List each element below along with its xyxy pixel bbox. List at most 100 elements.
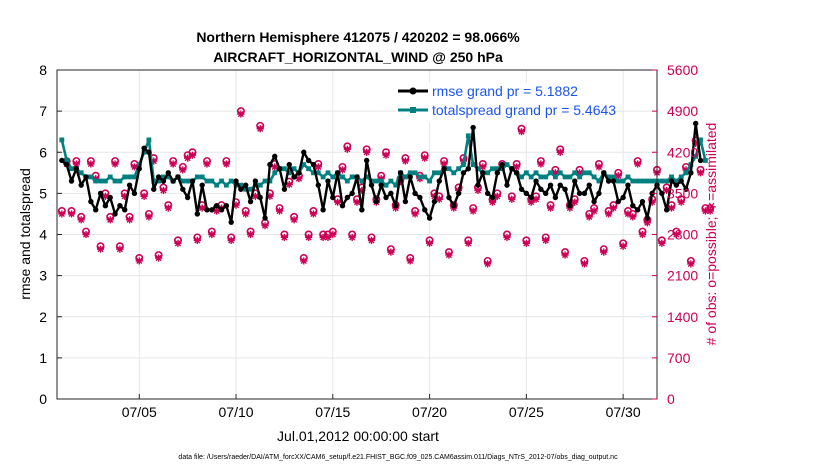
rmse-point <box>436 178 442 184</box>
rmse-point <box>165 170 171 176</box>
obs-assimilated-point <box>174 239 182 247</box>
rmse-point <box>122 207 128 213</box>
obs-assimilated-point <box>605 210 613 218</box>
obs-assimilated-point <box>324 233 332 242</box>
rmse-point <box>639 198 646 205</box>
totalspread-point <box>664 178 670 184</box>
obs-assimilated-point <box>237 110 245 118</box>
obs-assimilated-point <box>387 248 395 256</box>
obs-assimilated-point <box>266 192 274 200</box>
obs-assimilated-point <box>643 219 651 227</box>
rmse-point <box>697 157 704 164</box>
rmse-point <box>693 120 699 127</box>
obs-assimilated-point <box>561 251 569 259</box>
obs-assimilated-point <box>246 230 255 239</box>
rmse-point <box>146 149 152 155</box>
obs-assimilated-point <box>672 230 680 239</box>
totalspread-point <box>219 178 224 184</box>
rmse-point <box>199 182 205 188</box>
totalspread-point <box>286 170 292 176</box>
y-tick-label-right: 4900 <box>667 103 698 119</box>
obs-assimilated-point <box>575 169 584 177</box>
obs-assimilated-point <box>513 163 521 171</box>
totalspread-point <box>199 174 205 180</box>
rmse-point <box>83 174 89 180</box>
obs-assimilated-point <box>358 186 366 195</box>
obs-assimilated-point <box>256 125 264 133</box>
rmse-point <box>586 182 592 188</box>
obs-assimilated-point <box>111 160 119 168</box>
obs-assimilated-point <box>58 210 66 218</box>
obs-assimilated-point <box>261 222 269 230</box>
totalspread-point <box>659 178 665 184</box>
rmse-point <box>581 190 588 197</box>
obs-assimilated-point <box>290 216 298 224</box>
obs-assimilated-point <box>614 172 622 180</box>
rmse-point <box>388 190 394 197</box>
totalspread-point <box>349 174 355 180</box>
totalspread-point <box>194 174 200 180</box>
rmse-point <box>281 186 288 192</box>
rmse-point <box>538 186 544 192</box>
totalspread-point <box>596 178 602 184</box>
rmse-point <box>218 207 225 213</box>
rmse-point <box>625 182 631 188</box>
rmse-point <box>310 161 317 168</box>
obs-assimilated-point <box>251 192 259 200</box>
totalspread-point <box>228 178 234 184</box>
obs-assimilated-point <box>682 166 690 174</box>
obs-assimilated-point <box>537 160 545 168</box>
rmse-point <box>151 186 157 192</box>
rmse-point <box>557 182 563 188</box>
legend: rmse grand pr = 5.1882 totalspread grand… <box>395 83 616 123</box>
y-tick-label-right: 5600 <box>667 62 698 78</box>
obs-assimilated-point <box>227 236 235 244</box>
obs-assimilated-point <box>595 163 603 171</box>
totalspread-point <box>562 174 568 180</box>
totalspread-point <box>122 174 128 180</box>
obs-assimilated-point <box>101 192 109 200</box>
obs-assimilated-point <box>696 169 705 177</box>
rmse-point <box>489 194 496 201</box>
rmse-point <box>267 161 273 168</box>
rmse-point <box>296 170 302 176</box>
rmse-point <box>402 198 409 205</box>
totalspread-point <box>267 178 273 184</box>
totalspread-point <box>552 174 558 180</box>
totalspread-point <box>548 170 553 176</box>
totalspread-point <box>127 174 132 180</box>
obs-assimilated-point <box>309 210 318 218</box>
obs-assimilated-point <box>305 233 313 242</box>
totalspread-point <box>620 178 626 184</box>
rmse-point <box>407 174 413 180</box>
rmse-point <box>659 190 665 197</box>
rmse-point <box>247 198 254 205</box>
rmse-point <box>576 190 583 197</box>
obs-assimilated-point <box>440 160 448 168</box>
totalspread-point <box>543 174 549 180</box>
obs-assimilated-point <box>198 204 206 212</box>
obs-assimilated-point <box>629 213 637 221</box>
rmse-point <box>233 178 239 184</box>
obs-assimilated-point <box>343 145 351 153</box>
totalspread-point <box>456 166 462 172</box>
rmse-point <box>228 219 234 225</box>
rmse-point <box>141 145 147 151</box>
totalspread-point <box>344 178 350 184</box>
rmse-point <box>543 190 549 197</box>
rmse-point <box>455 190 462 197</box>
obs-assimilated-point <box>348 233 356 242</box>
totalspread-point <box>470 162 476 167</box>
y-tick-label-left: 6 <box>39 144 47 160</box>
rmse-point <box>591 198 597 205</box>
rmse-point <box>189 178 196 184</box>
obs-assimilated-point <box>271 163 279 171</box>
obs-assimilated-point <box>208 230 216 239</box>
totalspread-point <box>533 170 539 176</box>
ticks: 07/05 07/10 07/15 07/20 07/25 07/30 0 1 2 3 4 5 6 7 8 0… <box>39 62 698 420</box>
rmse-point <box>513 170 520 176</box>
obs-assimilated-point <box>363 148 371 156</box>
legend-marker-rmse <box>409 87 417 95</box>
obs-assimilated-point <box>406 257 414 265</box>
